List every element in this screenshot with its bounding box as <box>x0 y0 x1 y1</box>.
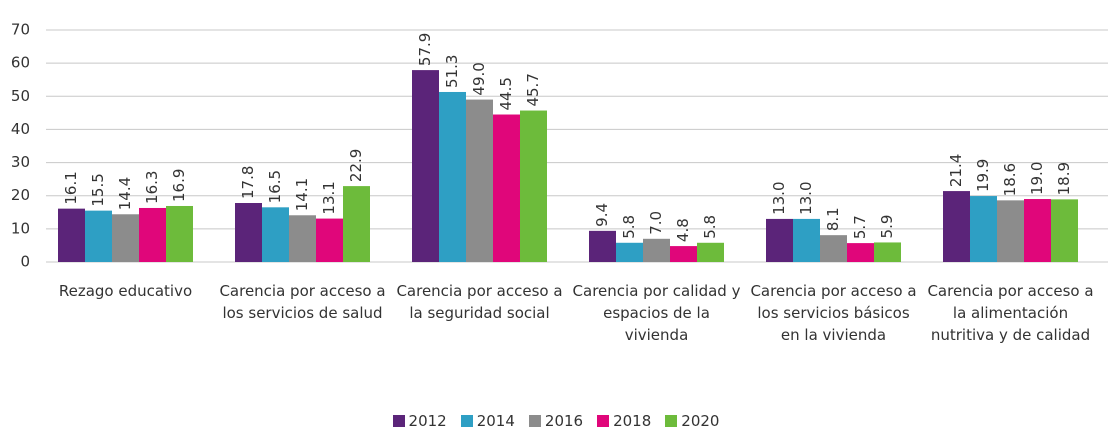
legend-item: 2012 <box>392 412 447 430</box>
bar <box>235 203 262 262</box>
legend-swatch <box>460 415 473 427</box>
bar <box>520 110 547 262</box>
bar <box>139 207 166 262</box>
bar <box>820 235 847 262</box>
data-label: 8.1 <box>824 207 842 231</box>
data-label: 44.5 <box>497 77 515 110</box>
legend-item: 2020 <box>665 412 719 430</box>
bar <box>412 70 439 262</box>
bar <box>643 238 670 262</box>
data-label: 5.8 <box>620 215 638 239</box>
y-tick-label: 60 <box>11 54 30 72</box>
bar <box>112 214 139 262</box>
data-label: 21.4 <box>947 154 965 187</box>
legend-label: 2014 <box>476 412 515 430</box>
bar <box>589 230 616 262</box>
data-label: 9.4 <box>593 203 611 227</box>
data-label: 5.7 <box>851 215 869 239</box>
bar <box>1051 199 1078 262</box>
legend-swatch <box>597 415 610 427</box>
data-label: 19.0 <box>1028 162 1046 195</box>
data-label: 18.6 <box>1001 163 1019 196</box>
bar <box>466 99 493 262</box>
bar <box>970 196 997 262</box>
legend-swatch <box>665 415 678 427</box>
data-label: 16.3 <box>143 171 161 204</box>
bar <box>316 218 343 262</box>
bar <box>793 218 820 262</box>
bar <box>874 242 901 262</box>
legend-label: 2016 <box>544 412 584 430</box>
data-label: 18.9 <box>1055 162 1073 195</box>
bar <box>670 246 697 262</box>
x-tick-label: Carencia por acceso a la seguridad socia… <box>396 282 563 322</box>
data-label: 7.0 <box>647 211 665 235</box>
data-label: 13.1 <box>320 181 338 214</box>
y-tick-label: 40 <box>11 120 30 138</box>
legend-label: 2020 <box>681 412 720 430</box>
y-tick-label: 10 <box>11 219 30 237</box>
legend-item: 2016 <box>528 412 584 430</box>
legend-label: 2018 <box>613 412 652 430</box>
x-tick-label: Rezago educativo <box>58 282 193 300</box>
data-label: 14.1 <box>293 178 311 211</box>
bar <box>847 243 874 262</box>
data-label: 14.4 <box>116 177 134 210</box>
data-label: 13.0 <box>770 182 788 215</box>
data-label: 49.0 <box>470 62 488 95</box>
bar <box>85 210 112 262</box>
legend-label: 2012 <box>408 412 447 430</box>
bar <box>766 218 793 262</box>
bar <box>439 91 466 262</box>
bar <box>58 208 85 262</box>
data-label: 22.9 <box>347 149 365 182</box>
legend-swatch <box>528 415 541 427</box>
data-label: 16.9 <box>170 169 188 202</box>
bar <box>943 191 970 262</box>
y-tick-label: 30 <box>11 153 30 171</box>
data-label: 16.5 <box>266 170 284 203</box>
bar <box>166 205 193 262</box>
legend: 2012 2014 2016 2018 2020 <box>0 412 1112 430</box>
data-label: 45.7 <box>524 73 542 106</box>
legend-item: 2014 <box>460 412 515 430</box>
data-label: 15.5 <box>89 173 107 206</box>
bar <box>616 242 643 262</box>
data-label: 17.8 <box>239 166 257 199</box>
bar <box>493 114 520 262</box>
y-tick-label: 0 <box>20 253 30 271</box>
y-tick-label: 70 <box>11 21 30 39</box>
bar <box>697 242 724 262</box>
x-tick-label: Carencia por acceso a los servicios de s… <box>219 282 386 322</box>
bar <box>289 215 316 262</box>
bar <box>1024 199 1051 262</box>
data-label: 13.0 <box>797 182 815 215</box>
data-label: 57.9 <box>416 33 434 66</box>
legend-swatch <box>392 415 405 427</box>
bar <box>262 207 289 262</box>
data-label: 16.1 <box>62 171 80 204</box>
y-tick-label: 20 <box>11 186 30 204</box>
x-tick-label: Carencia por acceso a la alimentación nu… <box>927 282 1094 344</box>
data-label: 5.8 <box>701 215 719 239</box>
x-tick-label: Carencia por acceso a los servicios bási… <box>750 282 917 344</box>
x-tick-label: Carencia por calidad y espacios de la vi… <box>572 282 741 344</box>
data-label: 5.9 <box>878 215 896 239</box>
y-tick-label: 50 <box>11 87 30 105</box>
legend-item: 2018 <box>597 412 651 430</box>
data-label: 19.9 <box>974 159 992 192</box>
bar <box>997 200 1024 262</box>
bar <box>343 186 370 262</box>
data-label: 51.3 <box>443 55 461 88</box>
data-label: 4.8 <box>674 218 692 242</box>
